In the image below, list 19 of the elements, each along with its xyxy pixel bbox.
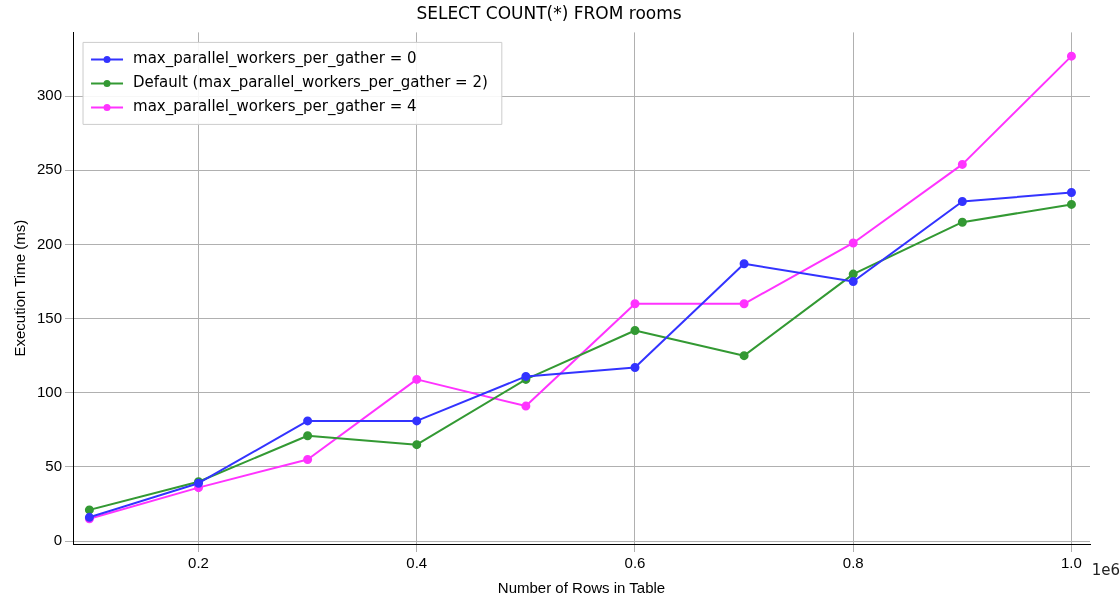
legend-label: max_parallel_workers_per_gather = 0: [133, 49, 417, 69]
y-axis-title: Execution Time (ms): [11, 219, 29, 357]
x-axis-title: Number of Rows in Table: [497, 579, 666, 597]
y-tick-label: 100: [37, 382, 63, 400]
y-tick-label: 300: [37, 86, 63, 104]
x-tick-label: 0.8: [842, 554, 864, 572]
y-tick-label: 150: [37, 308, 63, 326]
x-tick-label: 0.2: [188, 554, 209, 572]
legend-label: max_parallel_workers_per_gather = 4: [133, 97, 417, 117]
y-tick-label: 0: [53, 531, 63, 549]
y-tick-label: 250: [37, 160, 63, 178]
y-tick-label: 200: [37, 234, 63, 252]
x-tick-label: 0.4: [406, 554, 428, 572]
text: 1e6: [1091, 561, 1120, 580]
legend-label: Default (max_parallel_workers_per_gather = 2): [133, 73, 488, 93]
y-tick-label: 50: [45, 457, 63, 475]
chart-title: SELECT COUNT(*) FROM rooms: [416, 2, 682, 23]
x-tick-label: 0.6: [624, 554, 646, 572]
x-tick-label: 1.0: [1061, 554, 1082, 572]
